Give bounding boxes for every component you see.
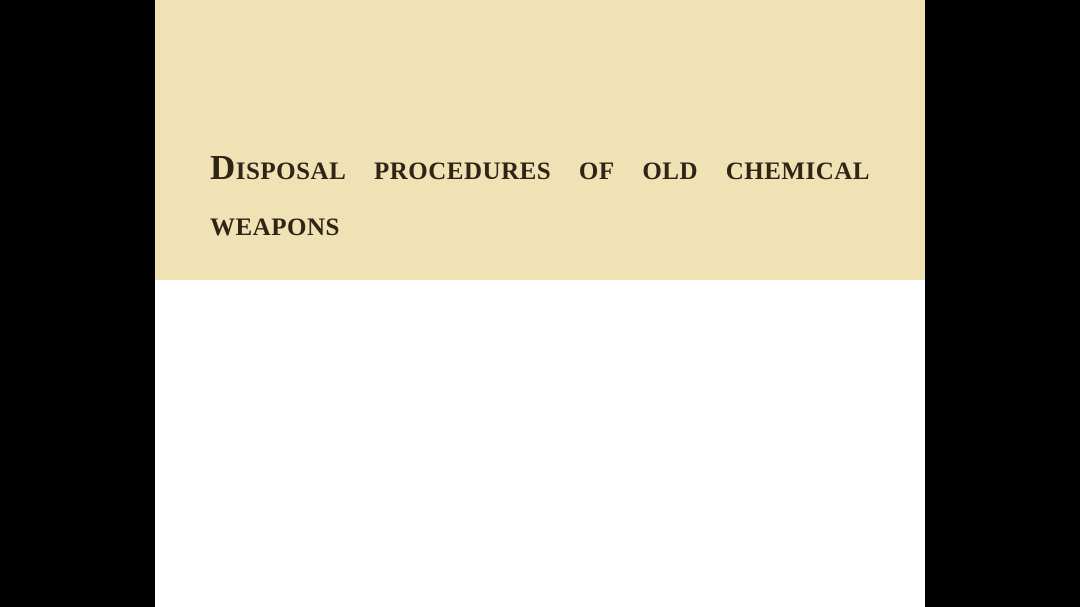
document-title: Disposal procedures of old chemical weap… bbox=[210, 140, 870, 252]
document-page: Disposal procedures of old chemical weap… bbox=[155, 0, 925, 607]
title-band: Disposal procedures of old chemical weap… bbox=[155, 0, 925, 280]
